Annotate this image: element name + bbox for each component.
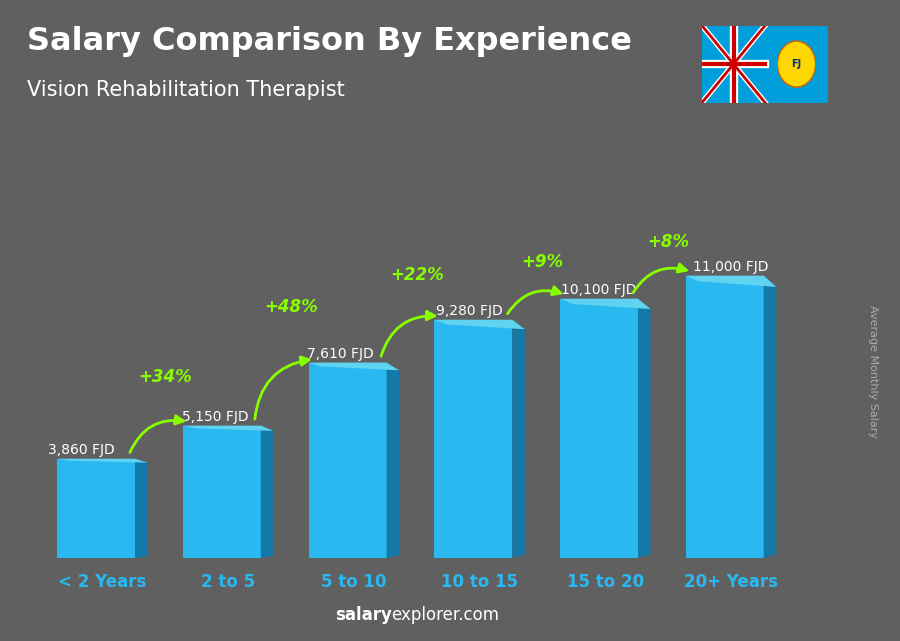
Polygon shape xyxy=(58,459,135,558)
Polygon shape xyxy=(512,320,525,558)
Text: explorer.com: explorer.com xyxy=(392,606,500,624)
Text: salary: salary xyxy=(335,606,392,624)
Text: < 2 Years: < 2 Years xyxy=(58,572,147,590)
Polygon shape xyxy=(309,363,399,370)
Text: 10,100 FJD: 10,100 FJD xyxy=(562,283,637,297)
Text: 2 to 5: 2 to 5 xyxy=(201,572,256,590)
Circle shape xyxy=(778,41,815,87)
Text: 15 to 20: 15 to 20 xyxy=(567,572,644,590)
Text: 5,150 FJD: 5,150 FJD xyxy=(182,410,248,424)
Polygon shape xyxy=(686,276,764,558)
Circle shape xyxy=(778,42,814,86)
Text: +34%: +34% xyxy=(139,369,193,387)
Text: 5 to 10: 5 to 10 xyxy=(321,572,387,590)
Text: 3,860 FJD: 3,860 FJD xyxy=(49,443,115,457)
Text: Average Monthly Salary: Average Monthly Salary xyxy=(868,305,878,438)
Text: Salary Comparison By Experience: Salary Comparison By Experience xyxy=(27,26,632,56)
Polygon shape xyxy=(638,299,651,558)
Text: 10 to 15: 10 to 15 xyxy=(441,572,518,590)
Polygon shape xyxy=(58,459,148,463)
Text: 7,610 FJD: 7,610 FJD xyxy=(307,347,374,361)
Text: +9%: +9% xyxy=(521,253,563,271)
Text: +22%: +22% xyxy=(390,266,444,284)
Polygon shape xyxy=(435,320,525,329)
Polygon shape xyxy=(386,363,399,558)
Text: 20+ Years: 20+ Years xyxy=(684,572,778,590)
Polygon shape xyxy=(560,299,638,558)
Text: FJ: FJ xyxy=(791,59,802,69)
Polygon shape xyxy=(686,276,777,287)
Polygon shape xyxy=(183,426,261,558)
Polygon shape xyxy=(764,276,777,558)
Text: 9,280 FJD: 9,280 FJD xyxy=(436,304,502,318)
Text: +8%: +8% xyxy=(647,233,689,251)
Polygon shape xyxy=(560,299,651,309)
Polygon shape xyxy=(183,426,274,431)
Text: Vision Rehabilitation Therapist: Vision Rehabilitation Therapist xyxy=(27,80,345,100)
Polygon shape xyxy=(135,459,148,558)
Text: 11,000 FJD: 11,000 FJD xyxy=(693,260,769,274)
Polygon shape xyxy=(309,363,386,558)
Polygon shape xyxy=(435,320,512,558)
Text: +48%: +48% xyxy=(264,298,318,316)
Polygon shape xyxy=(261,426,274,558)
